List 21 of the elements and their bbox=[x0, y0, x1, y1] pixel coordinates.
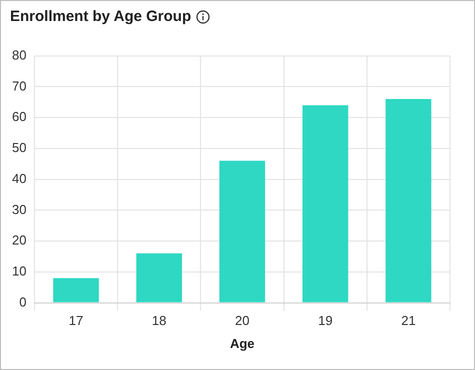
bar bbox=[53, 278, 99, 302]
y-tick-label: 0 bbox=[19, 294, 26, 310]
y-tick-label: 50 bbox=[12, 140, 26, 156]
y-tick-label: 40 bbox=[12, 170, 26, 186]
bar bbox=[386, 99, 432, 302]
y-tick-label: 30 bbox=[12, 202, 26, 217]
chart-title: Enrollment by Age Group bbox=[10, 8, 192, 25]
y-tick-label: 10 bbox=[12, 264, 26, 279]
y-tick-label: 60 bbox=[12, 109, 26, 124]
x-tick-label: 17 bbox=[68, 313, 84, 328]
y-tick-label: 70 bbox=[12, 78, 26, 94]
bar bbox=[219, 160, 266, 302]
x-tick-label: 20 bbox=[234, 313, 250, 328]
bar bbox=[302, 105, 348, 302]
x-axis-title: Age bbox=[230, 336, 255, 351]
y-tick-label: 80 bbox=[12, 47, 26, 62]
x-tick-label: 19 bbox=[318, 313, 333, 328]
x-tick-label: 21 bbox=[401, 313, 416, 328]
y-tick-label: 20 bbox=[12, 232, 26, 248]
x-tick-label: 18 bbox=[152, 313, 166, 328]
bar bbox=[136, 253, 182, 302]
